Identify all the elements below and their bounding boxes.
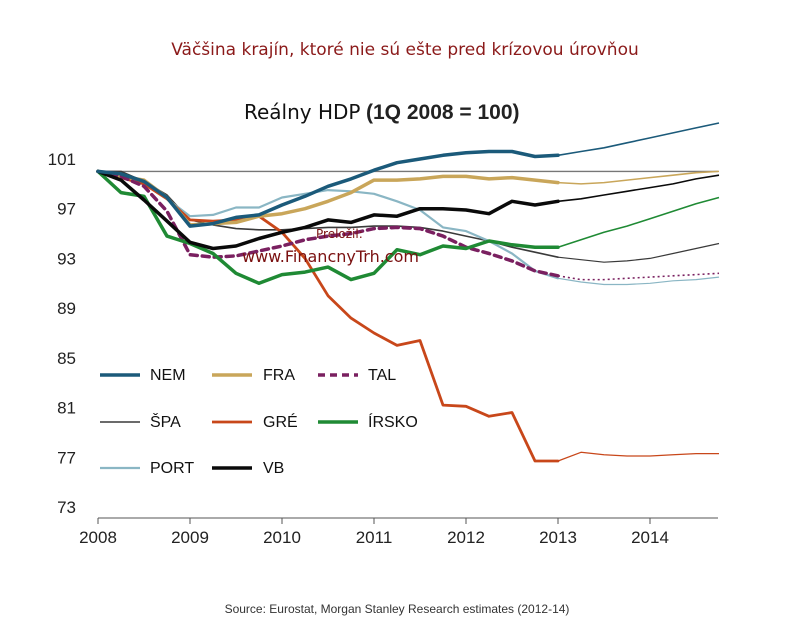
legend-label-tal: TAL	[368, 367, 396, 384]
source-note: Source: Eurostat, Morgan Stanley Researc…	[225, 602, 570, 616]
series-estimate-gré	[557, 451, 719, 462]
x-tick-label: 2011	[356, 528, 393, 547]
chart-title-part1: Reálny HDP	[244, 100, 360, 124]
y-axis: 73 77 81 85 89 93 97 101	[48, 150, 76, 517]
series-line-vb	[96, 169, 560, 251]
legend-label-vb: VB	[263, 460, 284, 477]
legend-label-nem: NEM	[150, 367, 186, 384]
series-estimate-špa	[557, 242, 720, 263]
headline: Väčšina krajín, ktoré nie sú ešte pred k…	[171, 40, 639, 60]
x-tick-label: 2014	[631, 528, 669, 547]
series-line-tal	[96, 169, 560, 278]
y-tick-label: 73	[57, 498, 76, 517]
series-estimate-nem	[557, 122, 720, 157]
series-line-nem	[96, 149, 560, 228]
y-tick-label: 81	[57, 399, 76, 418]
plot-area	[96, 122, 720, 463]
legend: NEM FRA TAL ŠPA GRÉ ÍRSKO PORT VB	[100, 367, 418, 477]
x-tick-label: 2010	[263, 528, 301, 547]
x-tick-label: 2009	[171, 528, 209, 547]
y-tick-label: 97	[57, 200, 76, 219]
x-tick-label: 2012	[447, 528, 485, 547]
credit-url: www.FinancnyTrh.com	[242, 247, 419, 266]
y-tick-label: 89	[57, 299, 76, 318]
x-axis: 2008 2009 2010 2011 2012 2013 2014	[79, 517, 718, 547]
translator-credit: Preložil: www.FinancnyTrh.com	[242, 227, 419, 266]
credit-label: Preložil:	[316, 227, 363, 241]
legend-label-špa: ŠPA	[150, 412, 181, 431]
series-estimate-írsko	[557, 196, 720, 248]
legend-label-fra: FRA	[263, 367, 295, 384]
y-tick-label: 101	[48, 150, 76, 169]
x-tick-label: 2008	[79, 528, 117, 547]
legend-label-gré: GRÉ	[263, 412, 298, 431]
legend-label-port: PORT	[150, 460, 194, 477]
series-line-írsko	[96, 169, 560, 286]
series-estimate-tal	[557, 272, 720, 281]
y-tick-label: 85	[57, 349, 76, 368]
series-estimate-fra	[557, 170, 720, 185]
chart-title: Reálny HDP (1Q 2008 = 100)	[244, 100, 520, 124]
chart-title-part2: (1Q 2008 = 100)	[366, 101, 520, 124]
series-estimate-vb	[557, 174, 720, 203]
legend-label-írsko: ÍRSKO	[368, 412, 418, 431]
series-estimate-port	[557, 276, 720, 286]
y-tick-label: 93	[57, 249, 76, 268]
x-tick-label: 2013	[539, 528, 577, 547]
y-tick-label: 77	[57, 448, 76, 467]
